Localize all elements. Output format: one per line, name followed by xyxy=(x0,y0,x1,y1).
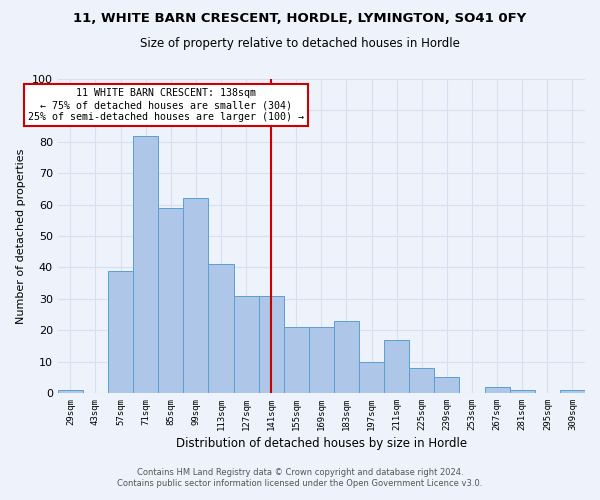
Text: Size of property relative to detached houses in Hordle: Size of property relative to detached ho… xyxy=(140,38,460,51)
Bar xyxy=(334,320,359,393)
Bar xyxy=(133,136,158,393)
Text: 11 WHITE BARN CRESCENT: 138sqm
← 75% of detached houses are smaller (304)
25% of: 11 WHITE BARN CRESCENT: 138sqm ← 75% of … xyxy=(28,88,304,122)
Bar xyxy=(409,368,434,393)
Bar xyxy=(108,270,133,393)
Bar xyxy=(384,340,409,393)
Bar xyxy=(509,390,535,393)
Bar xyxy=(208,264,233,393)
Bar xyxy=(485,386,509,393)
Bar xyxy=(434,377,460,393)
Bar xyxy=(184,198,208,393)
Text: Contains HM Land Registry data © Crown copyright and database right 2024.
Contai: Contains HM Land Registry data © Crown c… xyxy=(118,468,482,487)
X-axis label: Distribution of detached houses by size in Hordle: Distribution of detached houses by size … xyxy=(176,437,467,450)
Bar xyxy=(284,327,309,393)
Bar xyxy=(309,327,334,393)
Bar xyxy=(259,296,284,393)
Bar xyxy=(359,362,384,393)
Bar xyxy=(158,208,184,393)
Bar xyxy=(58,390,83,393)
Text: 11, WHITE BARN CRESCENT, HORDLE, LYMINGTON, SO41 0FY: 11, WHITE BARN CRESCENT, HORDLE, LYMINGT… xyxy=(73,12,527,26)
Bar xyxy=(233,296,259,393)
Y-axis label: Number of detached properties: Number of detached properties xyxy=(16,148,26,324)
Bar xyxy=(560,390,585,393)
